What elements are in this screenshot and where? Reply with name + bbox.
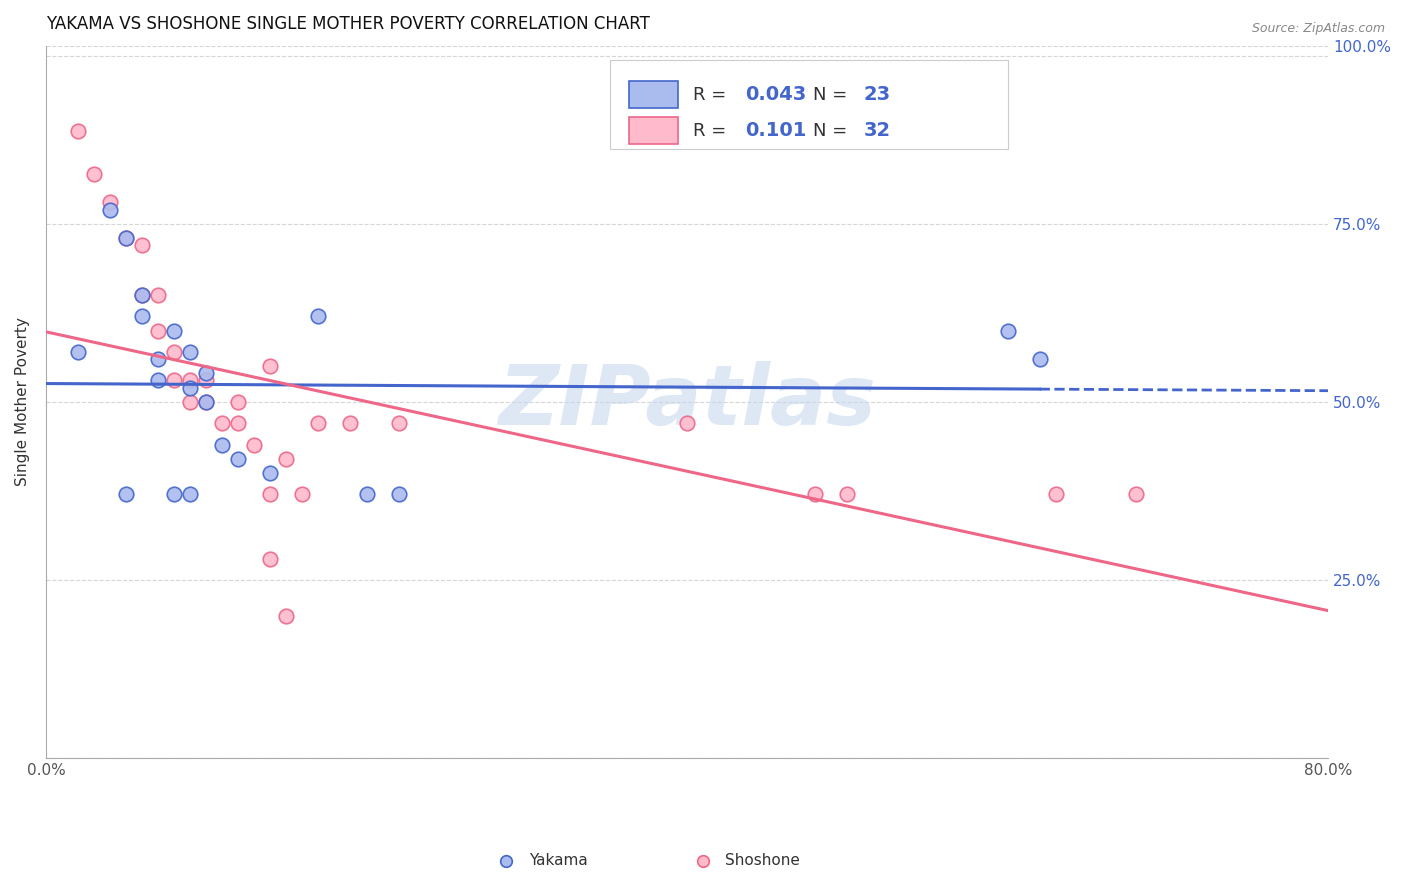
Text: Shoshone: Shoshone xyxy=(725,854,800,868)
Point xyxy=(163,374,186,388)
Point xyxy=(259,359,281,374)
Point xyxy=(179,487,201,501)
Point xyxy=(387,487,409,501)
Point xyxy=(115,231,138,245)
Point xyxy=(163,345,186,359)
Point xyxy=(131,288,153,302)
Point xyxy=(837,726,859,740)
Point xyxy=(98,202,121,217)
Text: R =: R = xyxy=(693,121,733,140)
Point xyxy=(307,416,329,430)
Text: N =: N = xyxy=(813,86,852,103)
Point xyxy=(179,345,201,359)
Point xyxy=(179,381,201,395)
Point xyxy=(804,487,827,501)
Point xyxy=(66,345,89,359)
Text: 0.101: 0.101 xyxy=(745,121,806,140)
Point xyxy=(612,726,634,740)
Y-axis label: Single Mother Poverty: Single Mother Poverty xyxy=(15,318,30,486)
Point xyxy=(98,195,121,210)
Point xyxy=(276,451,298,466)
Text: Yakama: Yakama xyxy=(529,854,588,868)
FancyBboxPatch shape xyxy=(610,60,1008,149)
Text: 23: 23 xyxy=(865,85,891,104)
Point xyxy=(243,437,266,451)
Text: Source: ZipAtlas.com: Source: ZipAtlas.com xyxy=(1251,22,1385,36)
Point xyxy=(291,487,314,501)
Point xyxy=(837,487,859,501)
Point xyxy=(131,310,153,324)
Point xyxy=(211,416,233,430)
Point xyxy=(387,416,409,430)
Point xyxy=(276,608,298,623)
Point xyxy=(259,466,281,480)
Text: R =: R = xyxy=(693,86,733,103)
Text: 0.043: 0.043 xyxy=(745,85,806,104)
Point xyxy=(83,167,105,181)
Point xyxy=(146,374,169,388)
Point xyxy=(146,288,169,302)
Point xyxy=(115,487,138,501)
Text: N =: N = xyxy=(813,121,852,140)
Point xyxy=(259,551,281,566)
Point xyxy=(146,352,169,367)
FancyBboxPatch shape xyxy=(630,81,678,108)
Point xyxy=(307,310,329,324)
Text: 32: 32 xyxy=(865,121,891,140)
Point xyxy=(195,367,218,381)
Point xyxy=(226,416,249,430)
Point xyxy=(179,394,201,409)
Point xyxy=(997,324,1019,338)
Point xyxy=(115,231,138,245)
Point xyxy=(179,374,201,388)
Point xyxy=(1125,487,1147,501)
Point xyxy=(226,451,249,466)
Point xyxy=(1045,487,1067,501)
Point xyxy=(356,487,378,501)
Text: ZIPatlas: ZIPatlas xyxy=(498,361,876,442)
Point xyxy=(676,416,699,430)
Point xyxy=(163,324,186,338)
Point xyxy=(195,394,218,409)
Point xyxy=(339,416,361,430)
Point xyxy=(259,487,281,501)
Point xyxy=(226,394,249,409)
FancyBboxPatch shape xyxy=(630,117,678,145)
Point xyxy=(66,124,89,138)
Point xyxy=(195,394,218,409)
Point xyxy=(163,487,186,501)
Point xyxy=(211,437,233,451)
Point xyxy=(146,324,169,338)
Point xyxy=(1028,352,1050,367)
Point xyxy=(131,288,153,302)
Point xyxy=(195,374,218,388)
Text: YAKAMA VS SHOSHONE SINGLE MOTHER POVERTY CORRELATION CHART: YAKAMA VS SHOSHONE SINGLE MOTHER POVERTY… xyxy=(46,15,650,33)
Point xyxy=(131,238,153,252)
